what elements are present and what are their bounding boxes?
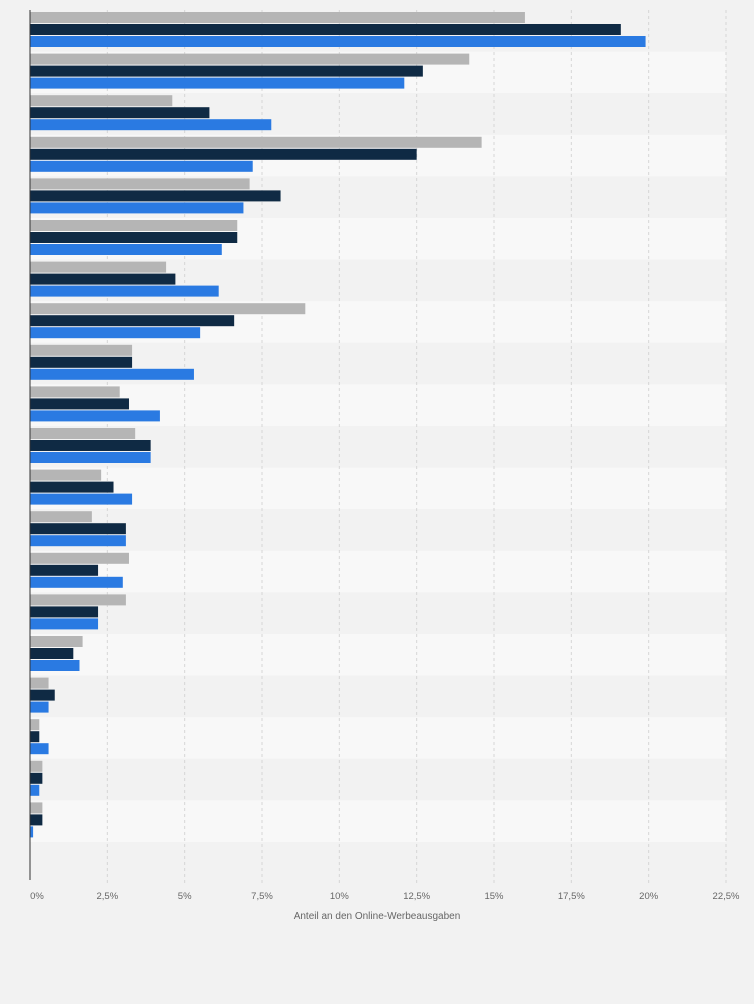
bar	[30, 772, 43, 784]
bar	[30, 523, 126, 535]
bar	[30, 535, 126, 547]
bar	[30, 511, 92, 523]
row-band	[30, 842, 726, 884]
bar	[30, 743, 49, 755]
bar	[30, 12, 525, 23]
bar	[30, 701, 49, 713]
bar	[30, 410, 160, 422]
bar	[30, 481, 114, 493]
bar	[30, 261, 167, 273]
bar	[30, 303, 306, 315]
x-tick-label: 10%	[330, 891, 350, 902]
bar	[30, 202, 244, 214]
bar	[30, 285, 219, 297]
bar	[30, 344, 133, 356]
bar	[30, 552, 129, 564]
row-band	[30, 550, 726, 593]
bar	[30, 315, 235, 327]
bar	[30, 814, 43, 826]
bar	[30, 636, 83, 647]
x-tick-label: 17,5%	[558, 891, 585, 902]
bars	[30, 12, 646, 838]
row-band	[30, 800, 726, 842]
row-band	[30, 467, 726, 510]
bar	[30, 606, 99, 618]
bar	[30, 719, 40, 731]
bar	[30, 148, 417, 160]
bar	[30, 428, 136, 439]
bar	[30, 327, 201, 339]
bar	[30, 677, 49, 689]
bar	[30, 648, 74, 659]
bar	[30, 576, 123, 588]
bar	[30, 618, 99, 630]
bar	[30, 440, 151, 451]
row-band	[30, 592, 726, 634]
bar	[30, 564, 99, 576]
x-tick-label: 12,5%	[403, 891, 430, 902]
bar	[30, 731, 40, 743]
bar	[30, 36, 646, 47]
bar	[30, 65, 423, 77]
bar	[30, 493, 133, 505]
bar	[30, 232, 238, 243]
bar	[30, 24, 621, 35]
bar	[30, 398, 129, 410]
row-band	[30, 634, 726, 676]
x-tick-label: 2,5%	[97, 891, 119, 902]
bar	[30, 273, 176, 285]
bar	[30, 178, 250, 190]
bar	[30, 107, 210, 119]
bar	[30, 190, 281, 202]
bar	[30, 826, 34, 838]
x-tick-label: 0%	[30, 891, 44, 902]
x-tick-label: 22,5%	[713, 891, 740, 902]
bar	[30, 368, 194, 380]
row-band	[30, 717, 726, 759]
bar	[30, 77, 405, 89]
bar	[30, 594, 126, 606]
bar	[30, 136, 482, 148]
bar	[30, 356, 133, 368]
x-tick-label: 20%	[639, 891, 659, 902]
bar	[30, 784, 40, 796]
bar	[30, 660, 80, 671]
bar	[30, 452, 151, 463]
row-band	[30, 758, 726, 801]
row-band	[30, 675, 726, 718]
bar	[30, 95, 173, 107]
bar	[30, 689, 55, 701]
bar	[30, 220, 238, 231]
bar	[30, 119, 272, 131]
bar	[30, 760, 43, 772]
row-band	[30, 509, 726, 551]
bar	[30, 244, 222, 255]
bar	[30, 802, 43, 814]
bar	[30, 386, 120, 398]
bar	[30, 160, 253, 172]
bar	[30, 53, 470, 65]
x-tick-label: 15%	[484, 891, 504, 902]
x-axis-label: Anteil an den Online-Werbeausgaben	[294, 911, 461, 922]
x-tick-labels: 0% 2,5% 5% 7,5% 10% 12,5% 15% 17,5% 20% 22,5%	[30, 891, 740, 902]
x-tick-label: 7,5%	[251, 891, 273, 902]
x-tick-label: 5%	[178, 891, 192, 902]
bar	[30, 469, 102, 481]
